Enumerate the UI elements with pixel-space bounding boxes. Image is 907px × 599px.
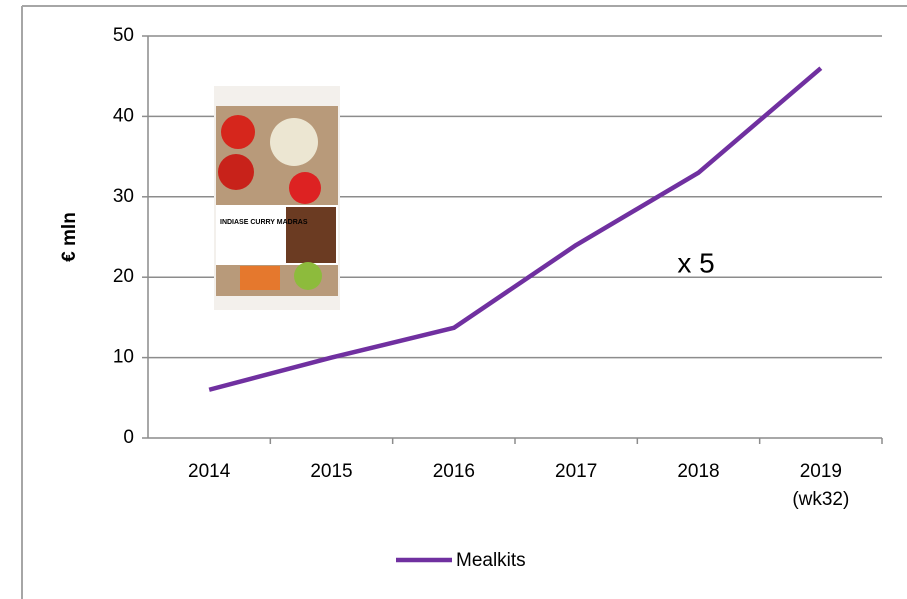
y-axis-label: € mln (59, 212, 80, 262)
y-tick-label: 50 (113, 25, 134, 46)
image-lime (294, 262, 322, 290)
image-carrot (240, 266, 280, 290)
y-tick-label: 40 (113, 105, 134, 126)
legend-label: Mealkits (456, 550, 526, 571)
y-tick-label: 0 (123, 427, 134, 448)
image-dish (286, 207, 336, 263)
image-label: INDIASE CURRY MADRAS (220, 219, 308, 226)
annotation: x 5 (677, 247, 714, 278)
x-tick-label: 2019 (wk32) (792, 461, 849, 510)
x-tick-label: 2018 (677, 461, 719, 482)
image-tomato (221, 115, 255, 149)
legend: Mealkits (396, 550, 526, 571)
x-tick-label: 2014 (188, 461, 231, 482)
y-tick-label: 10 (113, 347, 134, 368)
image-cauliflower (270, 118, 318, 166)
image-tomato (218, 154, 254, 190)
y-tick-label: 30 (113, 186, 134, 207)
x-tick-label: 2016 (433, 461, 475, 482)
product-image: INDIASE CURRY MADRAS (214, 86, 340, 310)
y-tick-label: 20 (113, 266, 134, 287)
x-tick-label: 2015 (310, 461, 352, 482)
image-pepper (289, 172, 321, 204)
x-tick-label: 2017 (555, 461, 597, 482)
data-line (208, 66, 823, 392)
